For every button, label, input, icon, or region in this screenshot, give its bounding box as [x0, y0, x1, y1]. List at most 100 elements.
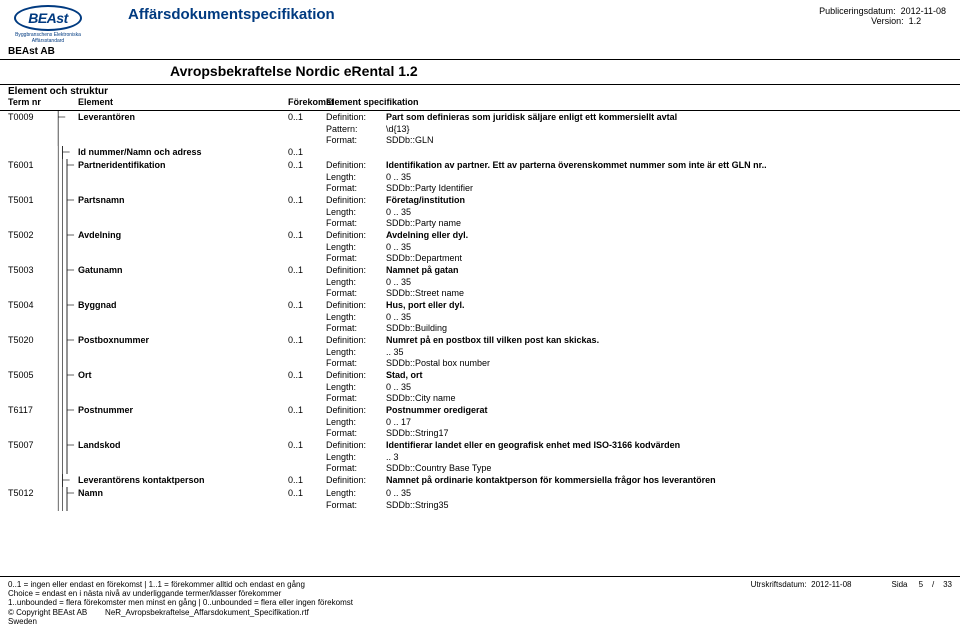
- spec-key: Length:: [326, 452, 386, 464]
- logo: BEAst Byggbranschens Elektroniska Affärs…: [8, 4, 88, 44]
- divider-subtitle: [0, 84, 960, 85]
- occurrence: 0..1: [288, 335, 326, 370]
- table-row: T5005Ort0..1Definition:Stad, ort: [8, 370, 952, 382]
- spec-value: SDDb::Party Identifier: [386, 183, 952, 195]
- spec-key: Format:: [326, 500, 386, 512]
- element-name: Avdelning: [78, 230, 288, 265]
- footer-l1: 0..1 = ingen eller endast en förekomst |…: [8, 580, 353, 589]
- occurrence: 0..1: [288, 230, 326, 265]
- occurrence: 0..1: [288, 160, 326, 195]
- spec-value: 0 .. 35: [386, 488, 952, 500]
- occurrence: 0..1: [288, 112, 326, 147]
- spec-key: Definition:: [326, 370, 386, 382]
- spec-value: Namnet på gatan: [386, 265, 952, 277]
- element-name: Leverantören: [78, 112, 288, 147]
- col-termnr: Term nr: [8, 97, 56, 107]
- occurrence: 0..1: [288, 147, 326, 160]
- spec-value: SDDb::GLN: [386, 135, 952, 147]
- spec-key: Length:: [326, 172, 386, 184]
- table-row: Leverantörens kontaktperson0..1Definitio…: [8, 475, 952, 488]
- element-name: Postnummer: [78, 405, 288, 440]
- occurrence: 0..1: [288, 488, 326, 512]
- element-name: Landskod: [78, 440, 288, 475]
- element-name: Postboxnummer: [78, 335, 288, 370]
- spec-value: Avdelning eller dyl.: [386, 230, 952, 242]
- tree-cell: [56, 230, 78, 265]
- spec-key: Definition:: [326, 405, 386, 417]
- term-nr: T5012: [8, 488, 56, 512]
- spec-value: SDDb::Postal box number: [386, 358, 952, 370]
- col-elspec: Element specifikation: [326, 97, 419, 107]
- occurrence: 0..1: [288, 300, 326, 335]
- spec-table-wrap: T0009Leverantören0..1Definition:Part som…: [0, 112, 960, 512]
- print-date: 2012-11-08: [811, 580, 851, 589]
- table-row: T5002Avdelning0..1Definition:Avdelning e…: [8, 230, 952, 242]
- spec-key: Length:: [326, 242, 386, 254]
- spec-value: SDDb::Party name: [386, 218, 952, 230]
- term-nr: T5002: [8, 230, 56, 265]
- spec-key: Definition:: [326, 160, 386, 172]
- term-nr: T5004: [8, 300, 56, 335]
- spec-key: Length:: [326, 417, 386, 429]
- table-row: T5007Landskod0..1Definition:Identifierar…: [8, 440, 952, 452]
- spec-value: .. 35: [386, 347, 952, 359]
- table-row: T5012Namn0..1Length:0 .. 35: [8, 488, 952, 500]
- spec-key: Format:: [326, 183, 386, 195]
- term-nr: T5003: [8, 265, 56, 300]
- term-nr: T5007: [8, 440, 56, 475]
- table-row: T6117Postnummer0..1Definition:Postnummer…: [8, 405, 952, 417]
- table-row: T5004Byggnad0..1Definition:Hus, port ell…: [8, 300, 952, 312]
- spec-key: Definition:: [326, 475, 386, 488]
- spec-value: 0 .. 35: [386, 312, 952, 324]
- tree-cell: [56, 160, 78, 195]
- column-headers: Term nr Element Förekomst Element specif…: [0, 97, 960, 108]
- spec-value: 0 .. 35: [386, 277, 952, 289]
- spec-value: .. 3: [386, 452, 952, 464]
- occurrence: 0..1: [288, 195, 326, 230]
- table-row: T5003Gatunamn0..1Definition:Namnet på ga…: [8, 265, 952, 277]
- spec-table: T0009Leverantören0..1Definition:Part som…: [8, 112, 952, 512]
- spec-value: \d{13}: [386, 124, 952, 136]
- document-subtitle: Avropsbekraftelse Nordic eRental 1.2: [0, 61, 960, 82]
- spec-value: SDDb::City name: [386, 393, 952, 405]
- spec-key: Format:: [326, 323, 386, 335]
- spec-key: Length:: [326, 347, 386, 359]
- tree-cell: [56, 440, 78, 475]
- element-name: Id nummer/Namn och adress: [78, 147, 288, 160]
- spec-key: Format:: [326, 135, 386, 147]
- tree-cell: [56, 195, 78, 230]
- spec-value: 0 .. 35: [386, 207, 952, 219]
- footer-filename: NeR_Avropsbekraftelse_Affarsdokument_Spe…: [105, 608, 309, 617]
- page-header: BEAst Byggbranschens Elektroniska Affärs…: [0, 0, 960, 46]
- spec-value: [386, 147, 952, 160]
- term-nr: [8, 475, 56, 488]
- tree-cell: [56, 300, 78, 335]
- spec-key: Definition:: [326, 440, 386, 452]
- table-row: T5001Partsnamn0..1Definition:Företag/ins…: [8, 195, 952, 207]
- spec-key: Definition:: [326, 335, 386, 347]
- table-row: Id nummer/Namn och adress0..1: [8, 147, 952, 160]
- spec-value: Identifikation av partner. Ett av parter…: [386, 160, 952, 172]
- page-current: 5: [919, 580, 923, 589]
- footer-legend: 0..1 = ingen eller endast en förekomst |…: [8, 580, 353, 626]
- pub-date-value: 2012-11-08: [901, 6, 946, 16]
- page-footer: 0..1 = ingen eller endast en förekomst |…: [8, 580, 952, 626]
- term-nr: T6117: [8, 405, 56, 440]
- version-value: 1.2: [909, 16, 922, 26]
- tree-cell: [56, 265, 78, 300]
- element-name: Partsnamn: [78, 195, 288, 230]
- page-total: 33: [943, 580, 952, 589]
- table-row: T0009Leverantören0..1Definition:Part som…: [8, 112, 952, 124]
- print-date-label: Utrskriftsdatum:: [751, 580, 807, 589]
- spec-value: SDDb::Country Base Type: [386, 463, 952, 475]
- spec-key: Length:: [326, 207, 386, 219]
- publication-info: Publiceringsdatum: 2012-11-08 Version: 1…: [819, 6, 946, 26]
- spec-key: [326, 147, 386, 160]
- spec-key: Definition:: [326, 230, 386, 242]
- logo-oval: BEAst: [14, 5, 82, 31]
- term-nr: [8, 147, 56, 160]
- version-label: Version:: [871, 16, 904, 26]
- spec-key: Format:: [326, 253, 386, 265]
- col-forekomst: Förekomst: [288, 97, 326, 107]
- section-label: Element och struktur: [0, 86, 960, 97]
